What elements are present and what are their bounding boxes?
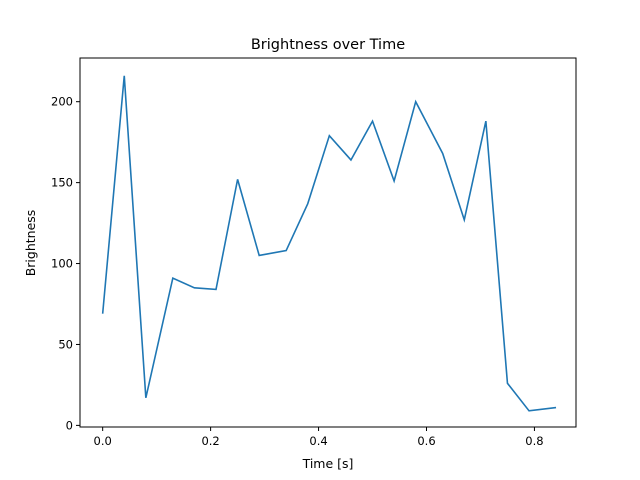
- x-tick-label: 0.4: [309, 434, 327, 448]
- y-tick-label: 150: [51, 176, 73, 190]
- x-axis-label: Time [s]: [302, 456, 354, 471]
- x-tick-label: 0.6: [417, 434, 435, 448]
- x-tick-label: 0.2: [201, 434, 219, 448]
- y-tick-label: 200: [51, 95, 73, 109]
- y-tick-label: 100: [51, 257, 73, 271]
- chart-title: Brightness over Time: [251, 37, 405, 53]
- y-axis-label: Brightness: [23, 210, 38, 277]
- y-tick-label: 50: [58, 337, 73, 351]
- x-tick-label: 0.8: [525, 434, 543, 448]
- y-tick-label: 0: [66, 418, 73, 432]
- plot-frame: [79, 57, 577, 428]
- series-line-brightness: [101, 75, 557, 412]
- x-tick-label: 0.0: [94, 434, 112, 448]
